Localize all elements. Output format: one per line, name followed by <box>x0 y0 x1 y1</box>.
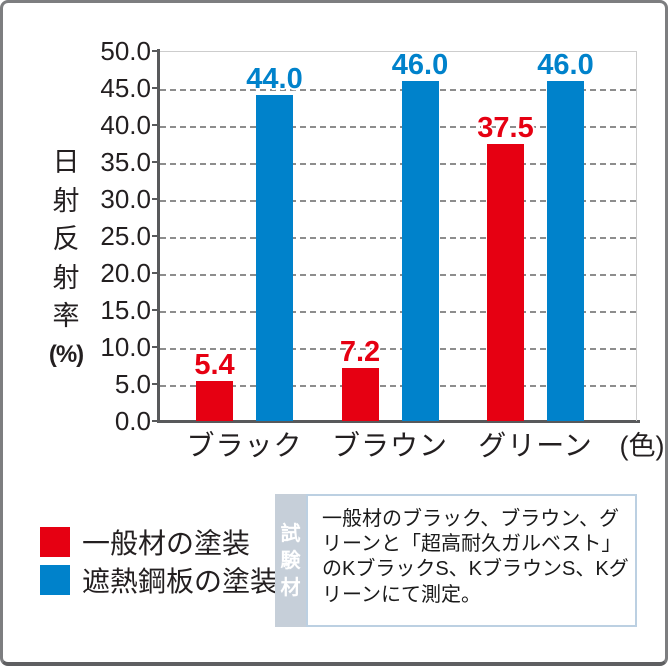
gridline-15 <box>160 311 636 313</box>
gridline-45 <box>160 89 636 91</box>
bar-一般材の塗装-ブラック <box>196 381 233 421</box>
bar-value-label: 5.4 <box>194 349 235 382</box>
y-tick-label: 0.0 <box>114 406 151 436</box>
y-axis-tick <box>152 420 160 422</box>
y-tick-label: 20.0 <box>100 258 151 288</box>
y-axis-tick <box>152 124 160 126</box>
y-axis-title-char: (%) <box>48 340 84 368</box>
note-text-line-4: リーンにて測定。 <box>322 583 481 606</box>
y-axis-tick <box>152 235 160 237</box>
y-axis-tick <box>152 309 160 311</box>
y-tick-label: 25.0 <box>100 221 151 251</box>
legend-item-1: 一般材の塗装 <box>40 527 278 559</box>
y-axis-title-char: 日 <box>52 147 80 177</box>
note-side-char: 材 <box>280 576 301 599</box>
y-axis-tick <box>152 346 160 348</box>
y-axis-tick <box>152 50 160 52</box>
x-category-label-2: ブラウン <box>331 430 448 461</box>
bar-遮熱鋼板の塗装-グリーン <box>547 80 584 421</box>
bar-value-label: 44.0 <box>246 63 303 96</box>
gridline-5 <box>160 385 636 387</box>
gridline-35 <box>160 163 636 165</box>
y-tick-label: 45.0 <box>100 73 151 103</box>
bar-一般材の塗装-ブラウン <box>341 367 379 421</box>
note-side-char: 試 <box>280 522 301 545</box>
x-axis-line <box>157 420 640 423</box>
legend-label: 遮熱鋼板の塗装 <box>82 566 279 597</box>
y-axis-title-char: 射 <box>52 185 80 216</box>
gridline-30 <box>160 200 636 202</box>
y-tick-label: 5.0 <box>114 369 151 399</box>
x-category-label-3: グリーン <box>478 430 593 461</box>
y-axis-tick <box>152 87 160 89</box>
legend-swatch <box>40 565 70 595</box>
y-axis-title: 日射反射率 (%) <box>41 143 91 375</box>
plot-area: 5.4 7.2 37.5 44.0 46.0 46.0 <box>160 48 637 421</box>
legend-label: 一般材の塗装 <box>82 528 251 559</box>
bar-value-label: 7.2 <box>339 335 381 368</box>
y-axis-title-char: 射 <box>52 262 80 293</box>
legend-item-2: 遮熱鋼板の塗装 <box>40 565 278 597</box>
y-tick-label: 35.0 <box>100 147 151 177</box>
y-tick-label: 15.0 <box>100 295 151 325</box>
y-axis-title-char: 率 <box>52 301 80 332</box>
bar-value-label: 46.0 <box>391 48 449 81</box>
bar-遮熱鋼板の塗装-ブラック <box>256 95 293 421</box>
x-axis-unit-label: (色) <box>619 431 665 461</box>
note-side-label: 試験材 <box>275 494 306 627</box>
x-category-label-1: ブラック <box>186 430 303 461</box>
y-axis-tick <box>152 161 160 163</box>
gridline-25 <box>160 237 636 239</box>
test-material-note: 試験材 一般材のブラック、ブラウン、グ リーンと「超高耐久ガルベスト」 のKブラック… <box>275 494 637 627</box>
bar-遮熱鋼板の塗装-ブラウン <box>401 80 439 421</box>
gridline-20 <box>160 274 636 276</box>
note-text-line-3: のKブラックS、KブラウンS、Kグ <box>322 558 629 581</box>
bar-value-label: 37.5 <box>477 111 534 144</box>
note-text-line-1: 一般材のブラック、ブラウン、グ <box>322 508 619 530</box>
y-axis-tick <box>152 383 160 385</box>
gridline-10 <box>160 348 636 350</box>
y-tick-label: 50.0 <box>100 36 151 66</box>
gridline-40 <box>160 126 636 128</box>
y-axis-title-char: 反 <box>52 224 80 255</box>
y-axis-tick <box>152 272 160 274</box>
note-body: 一般材のブラック、ブラウン、グ リーンと「超高耐久ガルベスト」 のKブラックS、Kブ… <box>306 494 637 627</box>
note-side-char: 験 <box>280 549 301 572</box>
y-tick-label: 30.0 <box>100 184 151 214</box>
note-text-line-2: リーンと「超高耐久ガルベスト」 <box>322 533 622 556</box>
legend: 一般材の塗装 遮熱鋼板の塗装 <box>40 527 278 603</box>
y-tick-label: 40.0 <box>100 110 151 140</box>
legend-swatch <box>40 527 70 557</box>
y-axis-tick <box>152 198 160 200</box>
bar-一般材の塗装-グリーン <box>487 143 524 421</box>
bar-value-label: 46.0 <box>537 48 594 81</box>
y-tick-label: 10.0 <box>100 332 151 362</box>
